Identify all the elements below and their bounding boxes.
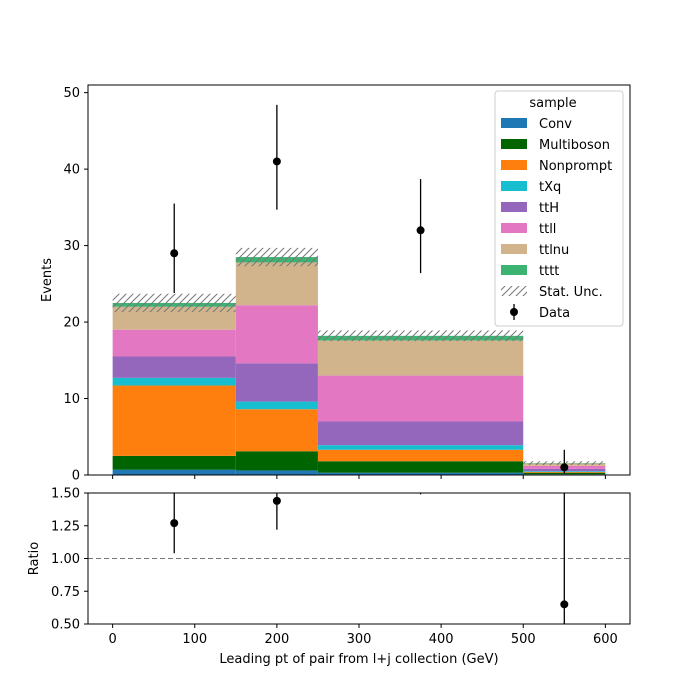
main-histogram-panel: 0 10 20 30 40 50 Events [40, 84, 631, 484]
bar-conv-bin2 [317, 472, 524, 475]
y-tick-label: 0 [72, 469, 80, 484]
legend-label-ttll: ttll [539, 222, 556, 237]
y-tick-label: 40 [63, 163, 80, 178]
legend-swatch-conv [501, 118, 527, 128]
legend-label-nonprompt: Nonprompt [539, 159, 612, 174]
legend-swatch-tth [501, 202, 527, 212]
stat-unc-band-bin1 [235, 247, 318, 267]
ratio-y-tick-label: 0.50 [51, 618, 80, 633]
bar-ttlnu-bin1 [235, 262, 318, 306]
x-tick-label: 500 [511, 632, 536, 647]
bar-txq-bin1 [235, 401, 318, 410]
legend-label-multiboson: Multiboson [539, 138, 610, 153]
bar-tth-bin0 [112, 356, 236, 378]
legend-title: sample [529, 96, 576, 111]
y-tick-label: 10 [63, 392, 80, 407]
legend-swatch-tttt [501, 265, 527, 275]
legend-data-marker [510, 308, 518, 316]
y-tick-label: 20 [63, 316, 80, 331]
bar-ttlnu-bin2 [317, 340, 524, 376]
bar-tth-bin2 [317, 421, 524, 446]
x-tick-label: 300 [347, 632, 372, 647]
ratio-y-tick-label: 1.25 [51, 519, 80, 534]
y-axis-label: Events [40, 258, 55, 302]
legend-swatch-ttll [501, 223, 527, 233]
x-tick-label: 200 [264, 632, 289, 647]
y-tick-label: 30 [63, 239, 80, 254]
ratio-y-axis-label: Ratio [27, 542, 42, 575]
legend-swatch-stat-unc [501, 286, 527, 296]
legend-label-conv: Conv [539, 117, 572, 132]
legend-label-tth: ttH [539, 201, 559, 216]
legend-swatch-txq [501, 181, 527, 191]
ratio-y-tick-label: 0.75 [51, 585, 80, 600]
data-point [560, 463, 569, 472]
ratio-point [272, 496, 281, 505]
x-tick-label: 100 [182, 632, 207, 647]
ratio-y-tick-label: 1.00 [51, 552, 80, 567]
bar-ttll-bin0 [112, 329, 236, 357]
x-tick-label: 0 [108, 632, 116, 647]
ratio-point [560, 600, 569, 609]
ratio-panel: 0.50 0.75 1.00 1.25 1.50 0 100 200 300 400 500 600 R… [27, 487, 631, 667]
bar-nonprompt-bin0 [112, 385, 236, 456]
data-point [170, 249, 179, 258]
legend-label-tttt: tttt [539, 264, 559, 279]
bar-conv-bin0 [112, 469, 236, 475]
stat-unc-band-bin2 [317, 330, 524, 342]
bar-ttll-bin1 [235, 305, 318, 364]
ratio-y-tick-label: 1.50 [51, 487, 80, 502]
legend-swatch-multiboson [501, 139, 527, 149]
legend-label-txq: tXq [539, 180, 561, 195]
y-tick-label: 50 [63, 86, 80, 101]
data-point [272, 157, 281, 166]
bar-txq-bin2 [317, 445, 524, 450]
bar-multiboson-bin2 [317, 461, 524, 473]
legend-swatch-ttlnu [501, 244, 527, 254]
bar-multiboson-bin1 [235, 451, 318, 471]
ratio-point [170, 519, 179, 528]
legend-label-ttlnu: ttlnu [539, 243, 569, 258]
x-axis-label: Leading pt of pair from l+j collection (… [219, 652, 498, 667]
bar-txq-bin0 [112, 377, 236, 386]
legend: sample Conv Multiboson Nonprompt tXq ttH ttll t… [494, 90, 624, 327]
x-tick-label: 600 [593, 632, 618, 647]
stat-unc-band-bin0 [112, 293, 236, 313]
bar-multiboson-bin0 [112, 455, 236, 470]
bar-nonprompt-bin1 [235, 409, 318, 452]
bar-tth-bin1 [235, 363, 318, 402]
legend-label-stat-unc: Stat. Unc. [539, 285, 603, 300]
legend-label-data: Data [539, 306, 570, 321]
bar-ttlnu-bin0 [112, 306, 236, 330]
bar-nonprompt-bin2 [317, 449, 524, 462]
legend-swatch-nonprompt [501, 160, 527, 170]
bar-ttll-bin2 [317, 375, 524, 422]
ratio-content [88, 493, 630, 624]
data-point [416, 226, 425, 235]
stacked-bars [112, 247, 606, 475]
bar-conv-bin1 [235, 470, 318, 475]
x-tick-label: 400 [429, 632, 454, 647]
